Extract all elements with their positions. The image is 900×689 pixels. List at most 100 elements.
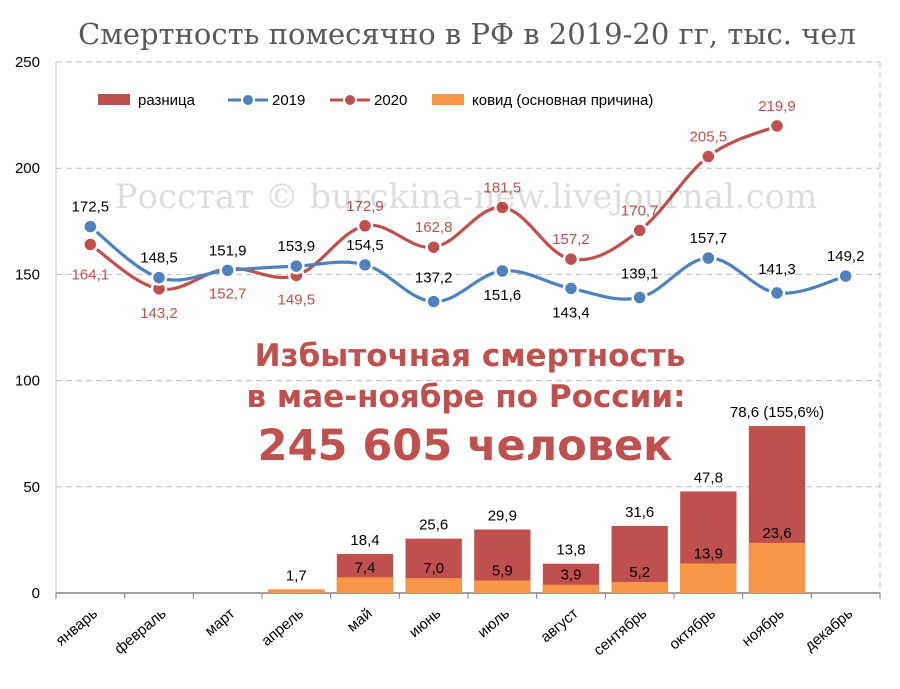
x-tick-label: март: [202, 605, 239, 640]
bar-april-overlay: [268, 589, 325, 593]
label-2020: 152,7: [209, 286, 247, 303]
series-2019-line: [89, 225, 847, 304]
label-2020: 143,2: [140, 305, 178, 322]
x-tick-label: январь: [53, 605, 101, 649]
label-difference: 18,4: [350, 532, 379, 549]
x-tick-label: июль: [474, 605, 513, 641]
label-covid: 3,9: [561, 567, 582, 584]
x-tick-label: август: [537, 605, 581, 646]
series-2019-marker: [82, 218, 99, 235]
label-difference: 78,6 (155,6%): [730, 404, 824, 421]
label-difference: 29,9: [488, 507, 517, 524]
series-2020-marker: [356, 217, 374, 235]
annotation-line2: в мае-ноябре по России:: [247, 379, 686, 415]
bar-covid: [680, 563, 737, 593]
label-covid: 23,6: [762, 525, 791, 542]
series-2020-marker: [700, 148, 717, 165]
watermark: Росстат © burckina-new.livejournal.com: [115, 177, 818, 217]
y-tick-label: 100: [15, 373, 40, 390]
series-2019-marker: [700, 249, 717, 267]
label-difference: 47,8: [694, 469, 723, 486]
series-2019-marker: [631, 289, 648, 306]
label-2019: 153,9: [278, 238, 316, 255]
data-labels: 172,5 148,5 151,9 153,9 154,5 137,2 151,6 143,4…: [72, 98, 865, 584]
x-tick-label: февраль: [111, 605, 169, 658]
label-2019: 151,6: [484, 287, 522, 304]
series-2020-marker: [425, 238, 442, 256]
legend-label-covid: ковид (основная причина): [472, 92, 653, 109]
y-axis-ticks: 0 50 100 150 200 250: [15, 54, 40, 602]
label-difference: 1,7: [286, 567, 307, 584]
x-tick-label: декабрь: [802, 605, 857, 655]
label-2019: 139,1: [621, 266, 659, 283]
label-2020: 172,9: [346, 198, 384, 215]
bar-covid: [748, 542, 806, 593]
label-2019: 172,5: [72, 199, 110, 216]
legend-label-diff: разница: [138, 92, 196, 109]
bar-covid: [474, 580, 531, 593]
label-covid: 7,0: [423, 560, 444, 577]
y-tick-label: 250: [15, 54, 40, 71]
legend-label-y2020: 2020: [374, 92, 407, 109]
label-2019: 143,4: [552, 304, 590, 321]
label-2020: 162,8: [415, 219, 453, 236]
label-difference: 25,6: [419, 517, 448, 534]
label-2019: 148,5: [140, 250, 178, 267]
label-covid: 5,2: [629, 564, 650, 581]
label-2020: 149,5: [278, 291, 316, 308]
series-2020-marker: [562, 250, 580, 268]
series-2020-marker: [768, 117, 786, 135]
label-2020: 205,5: [690, 129, 728, 146]
series-2019-marker: [494, 262, 511, 280]
series-2019-marker: [288, 257, 305, 275]
x-axis-ticks: январь февраль март апрель май июнь июль август…: [53, 593, 881, 659]
chart-title: Смертность помесячно в РФ в 2019-20 гг, …: [78, 17, 856, 51]
x-tick-label: сентябрь: [590, 605, 650, 659]
legend: разница 2019 2020 ковид (основная причина): [98, 92, 653, 109]
series-2019-marker: [150, 269, 168, 286]
annotation-line1: Избыточная смертность: [255, 338, 686, 374]
x-tick-label: октябрь: [666, 605, 719, 653]
legend-marker-y2019: [241, 93, 255, 107]
series-2019-marker: [837, 267, 854, 285]
label-2020: 181,5: [484, 179, 522, 196]
series-2020-marker: [494, 199, 511, 216]
label-2020: 164,1: [72, 266, 110, 283]
label-2020: 170,7: [621, 202, 659, 219]
label-covid: 13,9: [694, 545, 723, 562]
label-covid: 5,9: [492, 562, 513, 579]
legend-swatch-covid: [432, 94, 464, 105]
x-tick-label: июнь: [406, 605, 444, 641]
y-tick-label: 50: [23, 479, 40, 496]
label-2019: 154,5: [346, 237, 384, 254]
bar-covid: [542, 584, 600, 593]
label-2019: 157,7: [690, 230, 728, 247]
bars: [268, 426, 806, 593]
x-tick-label: апрель: [258, 605, 307, 650]
label-2020: 157,2: [552, 231, 590, 248]
y-tick-label: 0: [32, 585, 40, 602]
series-2019-marker: [562, 280, 580, 297]
label-2019: 141,3: [758, 261, 796, 278]
legend-swatch-diff: [98, 94, 130, 105]
label-difference: 13,8: [556, 542, 585, 559]
lines: [82, 117, 854, 310]
label-2019: 151,9: [209, 242, 247, 259]
legend-marker-y2020: [343, 93, 357, 107]
x-tick-label: май: [344, 605, 376, 635]
annotation-line3: 245 605 человек: [258, 421, 673, 471]
series-2019-marker: [768, 284, 786, 302]
label-2019: 149,2: [827, 248, 865, 265]
bar-covid: [336, 577, 394, 593]
series-2020-marker: [631, 222, 648, 239]
series-2019-marker: [425, 293, 442, 310]
label-covid: 7,4: [355, 559, 376, 576]
x-tick-label: ноябрь: [739, 605, 788, 650]
label-2019: 137,2: [415, 270, 453, 287]
label-2020: 219,9: [758, 98, 796, 115]
label-difference: 31,6: [625, 504, 654, 521]
series-2019-marker: [356, 256, 374, 274]
legend-label-y2019: 2019: [272, 92, 305, 109]
bar-covid: [611, 581, 668, 593]
